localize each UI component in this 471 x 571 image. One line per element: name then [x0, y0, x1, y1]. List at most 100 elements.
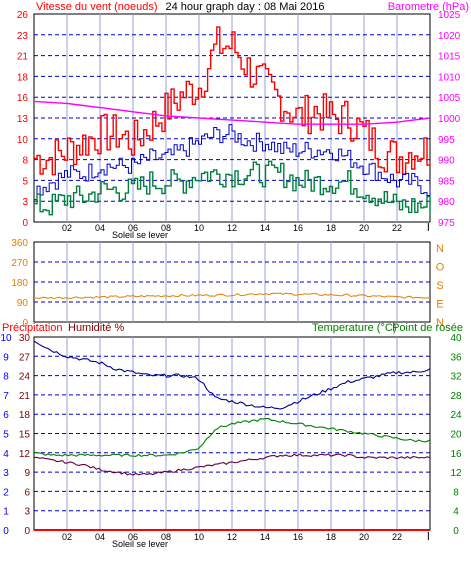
series-humidity-point	[248, 404, 249, 405]
series-gust-point	[50, 157, 51, 158]
series-dir-point	[66, 297, 67, 298]
series-temp-point	[83, 455, 84, 456]
series-avg-point	[330, 149, 331, 150]
series-temp-point	[99, 455, 100, 456]
series-avg-point	[66, 173, 67, 174]
series-dir-point	[198, 295, 199, 296]
series-humidity-point	[182, 375, 183, 376]
series-temp-point	[396, 438, 397, 439]
wind-xtick: 14	[260, 223, 270, 233]
series-dew-point	[165, 472, 166, 473]
dir-ytick: 90	[17, 298, 29, 309]
temp-ytick: 24	[450, 410, 462, 421]
series-gust-point	[66, 149, 67, 150]
series-min-point	[396, 205, 397, 206]
series-temp-point	[165, 455, 166, 456]
series-gust-point	[33, 157, 34, 158]
humidity-ytick: 0	[24, 526, 30, 537]
precip-ytick: 5	[3, 430, 9, 441]
series-humidity-point	[165, 375, 166, 376]
series-min-point	[33, 205, 34, 206]
humidity-ytick: 18	[19, 410, 31, 421]
series-avg-point	[83, 173, 84, 174]
series-dew-line	[33, 453, 431, 476]
series-dew-point	[347, 455, 348, 456]
humidity-ytick: 27	[19, 352, 31, 363]
series-min-point	[248, 173, 249, 174]
series-dew-point	[198, 467, 199, 468]
wind-left-ytick: 16	[17, 93, 29, 104]
precip-ytick: 1	[3, 507, 9, 518]
series-gust-point	[347, 117, 348, 118]
series-temp-point	[429, 440, 430, 441]
direction-letter: O	[436, 262, 445, 274]
wind-right-ytick: 1025	[438, 10, 461, 21]
series-dew-point	[396, 457, 397, 458]
series-humidity-point	[198, 378, 199, 379]
humidity-ytick: 12	[19, 449, 31, 460]
temp-ytick: 20	[450, 430, 462, 441]
series-dew-point	[116, 472, 117, 473]
humidity-ytick: 3	[24, 507, 30, 518]
dir-ytick: 270	[11, 258, 28, 269]
clim-xtick: 12	[227, 532, 237, 542]
series-dew-point	[99, 469, 100, 470]
series-temp-point	[182, 452, 183, 453]
precip-ytick: 6	[3, 410, 9, 421]
series-gust-point	[396, 157, 397, 158]
temp-ytick: 4	[453, 507, 459, 518]
series-temp-point	[281, 421, 282, 422]
series-gust-point	[281, 101, 282, 102]
direction-letter: N	[436, 317, 444, 329]
series-dew-point	[281, 455, 282, 456]
series-avg-point	[297, 149, 298, 150]
series-temp-point	[132, 455, 133, 456]
dew-label: Point de rosée	[392, 322, 463, 334]
series-avg-point	[116, 165, 117, 166]
series-gust-point	[231, 45, 232, 46]
clim-xtick: 22	[392, 532, 402, 542]
series-baro-point	[396, 122, 397, 123]
tick-labels: 02 04 06 08 10 12 14 16 18 20 22035810131618212326…	[0, 10, 462, 542]
series-min-point	[149, 181, 150, 182]
series-temp-point	[330, 428, 331, 429]
humidity-ytick: 15	[19, 430, 31, 441]
series-humidity-point	[66, 356, 67, 357]
series-dew-point	[248, 459, 249, 460]
wind-left-ytick: 0	[22, 218, 28, 229]
series-gust-point	[215, 45, 216, 46]
series-avg-line	[34, 124, 431, 201]
temp-label: Temperature (°C)	[312, 322, 396, 334]
series-dir-point	[330, 294, 331, 295]
precip-ytick: 9	[3, 352, 9, 363]
series-temp-point	[347, 430, 348, 431]
series-dir-point	[264, 293, 265, 294]
direction-letter: E	[436, 299, 443, 311]
series-min-point	[50, 205, 51, 206]
series-gust-point	[165, 109, 166, 110]
series-baro-point	[231, 119, 232, 120]
wind-right-ytick: 1020	[438, 31, 461, 42]
series-temp-point	[66, 455, 67, 456]
series-humidity-point	[413, 372, 414, 373]
series-dew-point	[149, 474, 150, 475]
series-layer	[33, 26, 431, 531]
series-humidity-point	[380, 375, 381, 376]
series-humidity-point	[132, 372, 133, 373]
wind-left-label: Vitesse du vent (noeuds)	[36, 1, 157, 13]
series-gust-point	[297, 117, 298, 118]
wind-left-ytick: 21	[17, 52, 29, 63]
series-gust-point	[330, 117, 331, 118]
temp-ytick: 12	[450, 468, 462, 479]
series-avg-point	[380, 173, 381, 174]
series-dir-point	[297, 294, 298, 295]
series-gust-point	[83, 141, 84, 142]
series-min-point	[215, 173, 216, 174]
series-dew-point	[215, 464, 216, 465]
clim-xtick: 04	[95, 532, 105, 542]
dir-ytick: 360	[11, 238, 28, 249]
series-avg-point	[33, 189, 34, 190]
series-humidity-point	[50, 349, 51, 350]
series-dew-point	[363, 457, 364, 458]
wind-xtick: 04	[95, 223, 105, 233]
